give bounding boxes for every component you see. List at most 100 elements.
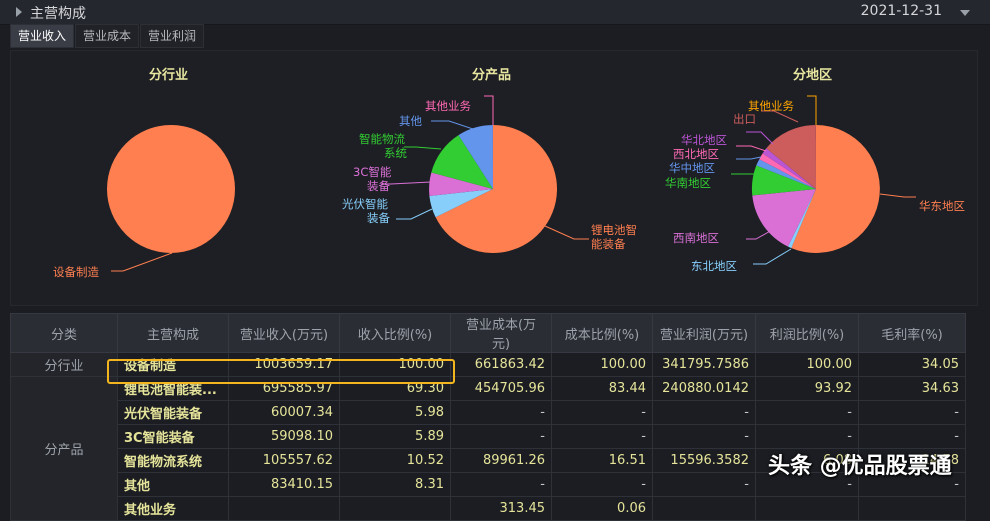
tab-cost[interactable]: 营业成本 [75,24,140,48]
profit-pct: 100.00 [755,352,859,377]
label-logistics-1: 智能物流 [359,132,405,146]
product-pie [381,95,589,253]
label-north: 华北地区 [681,133,727,147]
item-name: 3C智能装备 [117,424,229,449]
col-gross-margin[interactable]: 毛利率(%) [858,313,966,353]
label-lithium-2: 能装备 [591,237,626,251]
revenue-pct: 5.98 [339,400,451,425]
revenue-pct: 5.89 [339,424,451,449]
label-3c-1: 3C智能 [353,165,392,179]
label-central: 华中地区 [669,161,715,175]
col-revenue[interactable]: 营业收入(万元) [228,313,340,353]
pie-slice-south[interactable] [751,165,816,196]
label-pv-1: 光伏智能 [342,197,388,211]
label-region-other-business: 其他业务 [748,99,794,113]
label-other: 其他 [399,114,422,128]
profit-pct: - [755,424,859,449]
pie-slice-3c[interactable] [429,172,493,197]
profit: - [652,400,756,425]
revenue: 695585.97 [228,376,340,401]
cost-pct: 100.00 [551,352,653,377]
col-profit-pct[interactable]: 利润比例(%) [755,313,859,353]
profit: 240880.0142 [652,376,756,401]
region-pie [731,95,916,265]
pie-slice-east[interactable] [791,125,880,253]
pie-slice-lithium[interactable] [435,125,558,253]
tab-bar: 营业收入 营业成本 营业利润 [10,24,205,48]
pie-slice-logistics[interactable] [431,135,493,189]
label-pv-2: 装备 [367,211,390,225]
label-export: 出口 [733,112,756,126]
cost: - [450,472,552,497]
label-3c-2: 装备 [367,179,390,193]
pie-charts [107,95,916,272]
col-item[interactable]: 主营构成 [117,313,229,353]
col-revenue-pct[interactable]: 收入比例(%) [339,313,451,353]
table-row[interactable]: 分行业 设备制造 1003659.17 100.00 661863.42 100… [10,352,966,377]
cost: 313.45 [450,496,552,521]
profit-pct: 93.92 [755,376,859,401]
item-name: 锂电池智能装... [117,376,229,401]
revenue: 59098.10 [228,424,340,449]
cost-pct: 16.51 [551,448,653,473]
label-logistics-2: 系统 [384,146,407,160]
gross-margin: 34.63 [858,376,966,401]
pie-slice-southwest[interactable] [752,189,816,247]
col-category[interactable]: 分类 [10,313,118,353]
label-other-business: 其他业务 [425,99,471,113]
collapse-triangle-icon[interactable] [16,7,22,17]
gross-margin: - [858,400,966,425]
cost-pct: 83.44 [551,376,653,401]
label-south: 华南地区 [665,176,711,190]
revenue-pct: 100.00 [339,352,451,377]
cost-pct: - [551,472,653,497]
chart-title-industry: 分行业 [149,68,189,83]
pie-slice-equipment[interactable] [107,125,235,253]
table-row[interactable]: 分产品 锂电池智能装... 695585.97 69.30 454705.96 … [10,376,966,521]
section-title: 主营构成 [30,6,86,22]
revenue: 1003659.17 [228,352,340,377]
revenue-pct: 69.30 [339,376,451,401]
date-selector[interactable]: 2021-12-31 [860,3,942,19]
revenue-pct [339,496,451,521]
item-name: 光伏智能装备 [117,400,229,425]
revenue: 105557.62 [228,448,340,473]
section-header: 主营构成 2021-12-31 [0,0,990,25]
col-cost[interactable]: 营业成本(万元) [450,313,552,353]
label-east: 华东地区 [919,199,965,213]
col-cost-pct[interactable]: 成本比例(%) [551,313,653,353]
revenue-pct: 10.52 [339,448,451,473]
table-row[interactable]: 智能物流系统 105557.62 10.52 89961.26 16.51 15… [11,448,966,473]
pie-slice-pv[interactable] [429,189,493,218]
cost-pct: 0.06 [551,496,653,521]
profit: - [652,472,756,497]
label-northeast: 东北地区 [691,259,737,273]
chart-title-region: 分地区 [793,68,833,83]
table-header-row: 分类 主营构成 营业收入(万元) 收入比例(%) 营业成本(万元) 成本比例(%… [10,313,966,353]
table-row[interactable]: 其他业务 313.45 0.06 [11,496,966,521]
revenue: 60007.34 [228,400,340,425]
revenue: 83410.15 [228,472,340,497]
col-profit[interactable]: 营业利润(万元) [652,313,756,353]
profit: 15596.3582 [652,448,756,473]
watermark: 头条 @优品股票通 [768,454,952,479]
chevron-down-icon[interactable] [960,10,970,16]
gross-margin: - [858,424,966,449]
chart-title-product: 分产品 [472,68,512,83]
pie-slice-export[interactable] [766,124,816,189]
tab-profit[interactable]: 营业利润 [140,24,205,48]
profit: 341795.7586 [652,352,756,377]
charts-panel: 分行业 分产品 分地区 设备制造 其他业务 其他 智能物流 系统 3C智能 装备… [10,50,978,306]
cost-pct: - [551,424,653,449]
item-name: 智能物流系统 [117,448,229,473]
label-lithium-1: 锂电池智 [591,223,637,237]
category-cell: 分产品 [10,376,118,521]
tab-revenue[interactable]: 营业收入 [10,24,75,48]
gross-margin [858,496,966,521]
item-name: 设备制造 [117,352,229,377]
profit-pct: - [755,400,859,425]
table-row[interactable]: 光伏智能装备 60007.34 5.98 - - - - - [11,400,966,425]
pie-slice-other[interactable] [458,125,494,189]
table-row[interactable]: 3C智能装备 59098.10 5.89 - - - - - [11,424,966,449]
gross-margin: 14.78 [858,448,966,473]
